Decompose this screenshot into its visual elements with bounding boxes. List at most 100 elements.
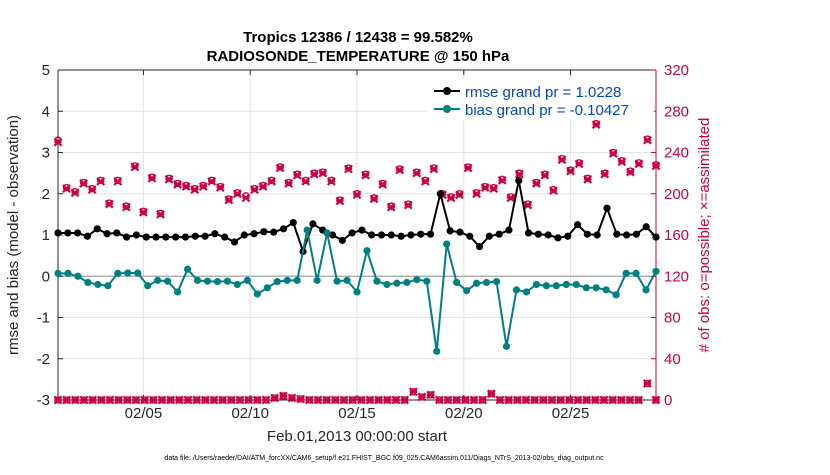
obs-possible-marker	[148, 173, 156, 181]
obs-possible-marker	[549, 185, 558, 194]
obs-assimilated-marker	[540, 170, 550, 180]
data-file-footer: data file: /Users/raeder/DAI/ATM_forcXX/…	[164, 455, 604, 462]
legend-bias-marker	[443, 105, 451, 113]
bias-point	[293, 276, 301, 284]
rmse-point	[475, 242, 484, 251]
rmse-point	[564, 232, 572, 240]
obs-possible-marker	[421, 176, 430, 185]
obs-assimilated-marker	[62, 395, 72, 405]
legend-box	[428, 79, 654, 119]
bias-point	[263, 284, 271, 292]
y-axis-label-left: rmse and bias (model - observation)	[5, 115, 22, 355]
legend: rmse grand pr = 1.0228 bias grand pr = -…	[428, 79, 654, 119]
series-layer	[54, 176, 660, 355]
bias-point	[632, 269, 640, 277]
obs-assimilated-marker	[590, 395, 600, 405]
obs-possible-marker	[259, 181, 267, 190]
bias-point	[353, 288, 361, 296]
bias-point	[84, 278, 92, 287]
rmse-point	[132, 231, 141, 239]
obs-assimilated-marker	[651, 161, 661, 171]
y-tick-label-right: 320	[664, 62, 689, 79]
obs-assimilated-marker	[616, 395, 626, 405]
rmse-point	[554, 234, 562, 242]
legend-bias-label: bias grand pr = -0.10427	[465, 102, 629, 119]
obs-assimilated-marker	[573, 395, 583, 405]
obs-assimilated-marker	[434, 395, 444, 405]
bias-point	[164, 277, 172, 285]
obs-assimilated-marker	[233, 189, 242, 199]
obs-assimilated-marker	[181, 182, 191, 191]
obs-assimilated-marker	[486, 389, 496, 399]
bias-point	[283, 276, 291, 284]
obs-possible-marker	[182, 181, 190, 190]
obs-possible-marker	[293, 170, 301, 178]
obs-assimilated-marker	[429, 164, 439, 174]
obs-assimilated-marker	[455, 190, 464, 200]
obs-assimilated-marker	[386, 202, 396, 212]
bias-point	[213, 278, 222, 286]
rmse-point	[368, 231, 376, 239]
obs-possible-marker	[447, 193, 455, 201]
rmse-point	[417, 230, 425, 238]
obs-possible-marker	[507, 193, 515, 201]
rmse-point	[103, 230, 111, 238]
obs-assimilated-marker	[378, 180, 388, 189]
obs-assimilated-marker	[564, 395, 574, 405]
obs-possible-marker	[583, 174, 592, 182]
obs-assimilated-marker	[326, 176, 336, 186]
bias-point	[253, 290, 261, 298]
obs-assimilated-marker	[164, 174, 174, 184]
obs-assimilated-marker	[400, 395, 410, 405]
rmse-point	[54, 229, 62, 237]
obs-assimilated-marker	[278, 391, 288, 401]
obs-assimilated-marker	[215, 183, 225, 192]
obs-assimilated-marker	[287, 393, 297, 403]
obs-assimilated-marker	[446, 193, 456, 203]
obs-assimilated-marker	[267, 176, 276, 186]
bias-point	[74, 272, 82, 280]
bias-point	[343, 276, 351, 284]
obs-layer	[53, 119, 661, 405]
y-tick-label-left: -2	[37, 351, 50, 368]
bias-point	[582, 284, 590, 292]
bias-point	[183, 265, 192, 273]
obs-assimilated-marker	[634, 159, 644, 169]
obs-assimilated-marker	[330, 395, 340, 405]
obs-assimilated-marker	[412, 168, 422, 178]
obs-assimilated-marker	[313, 395, 323, 405]
obs-possible-marker	[225, 195, 233, 203]
obs-assimilated-marker	[521, 395, 531, 405]
bias-point	[54, 269, 62, 277]
rmse-point	[201, 232, 209, 240]
bias-point	[333, 277, 341, 285]
y-tick-label-left: -1	[37, 310, 50, 327]
obs-possible-marker	[481, 182, 489, 191]
rmse-point	[260, 228, 268, 236]
obs-assimilated-marker	[252, 395, 262, 405]
obs-assimilated-marker	[79, 179, 89, 188]
obs-assimilated-marker	[244, 395, 254, 405]
obs-possible-marker	[62, 183, 71, 192]
rmse-point	[211, 230, 219, 238]
rmse-point	[436, 190, 444, 198]
obs-assimilated-marker	[348, 395, 358, 405]
x-axis-label: Feb.01,2013 00:00:00 start	[267, 428, 448, 445]
obs-assimilated-marker	[643, 135, 652, 145]
obs-possible-marker	[131, 162, 139, 170]
obs-assimilated-marker	[460, 395, 470, 405]
obs-assimilated-marker	[224, 195, 234, 205]
bias-point	[193, 276, 202, 284]
bias-point	[522, 288, 531, 296]
rmse-point	[456, 228, 464, 236]
legend-rmse-marker	[443, 87, 451, 95]
bias-point	[642, 286, 650, 294]
obs-possible-marker	[566, 166, 575, 174]
rmse-point	[397, 232, 405, 240]
bias-point	[104, 282, 112, 290]
obs-possible-marker	[233, 189, 242, 197]
obs-assimilated-marker	[114, 395, 124, 405]
y-tick-label-right: 80	[664, 310, 681, 327]
obs-possible-marker	[79, 178, 88, 187]
obs-assimilated-marker	[335, 196, 345, 206]
